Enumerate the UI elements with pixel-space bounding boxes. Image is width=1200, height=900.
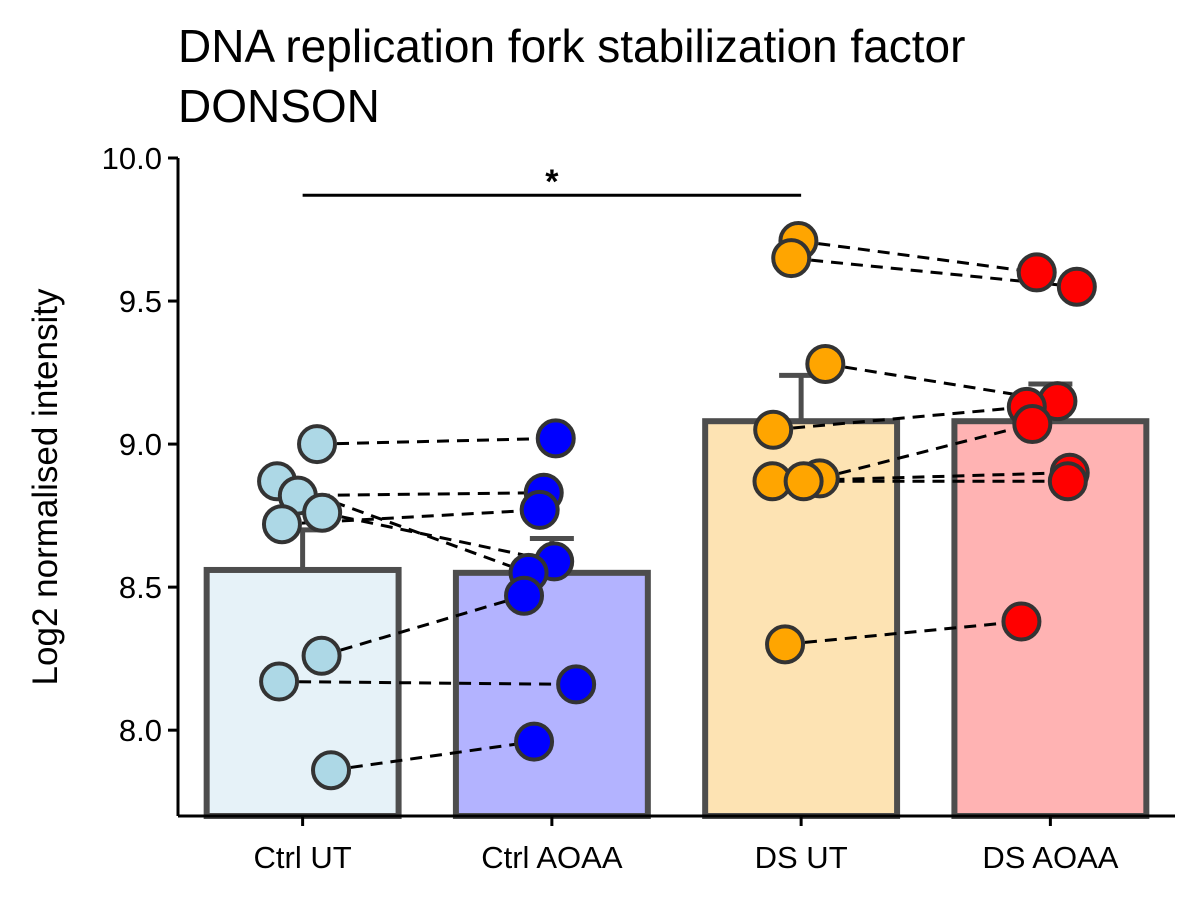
data-point: [1056, 266, 1097, 307]
data-point: [1001, 601, 1042, 642]
y-tick-label: 9.5: [119, 284, 162, 319]
data-point: [753, 409, 794, 450]
pair-line: [791, 256, 1077, 289]
data-point: [311, 750, 352, 791]
y-tick-label: 10.0: [102, 141, 162, 176]
data-point: [302, 492, 343, 533]
x-tick-label: DS AOAA: [982, 840, 1118, 875]
pair-line: [773, 405, 1027, 432]
data-point: [1016, 252, 1057, 293]
data-point: [535, 418, 576, 459]
x-tick-label: DS UT: [755, 840, 848, 875]
data-point: [783, 461, 824, 502]
pair-line: [798, 239, 1037, 274]
x-tick-label: Ctrl UT: [254, 840, 352, 875]
data-point: [261, 504, 302, 545]
significance-label: *: [545, 163, 559, 201]
data-point: [1047, 461, 1088, 502]
y-tick-label: 8.0: [119, 713, 162, 748]
axes-layer: 8.0 8.5 9.0 9.5 10.0 Ctrl UT Ctrl AOAA DS UT DS …: [102, 141, 1175, 875]
bar-ctrl-ut: [203, 566, 402, 819]
data-point: [301, 635, 342, 676]
data-point: [519, 489, 560, 530]
data-point: [514, 721, 555, 762]
data-point: [771, 238, 812, 279]
pair-line: [819, 422, 1033, 480]
data-point: [805, 343, 846, 384]
pair-line: [321, 511, 555, 563]
data-point: [259, 661, 300, 702]
points-layer: [257, 220, 1097, 791]
chart-title-line-1: DNA replication fork stabilization facto…: [178, 20, 965, 72]
data-point: [297, 424, 338, 465]
bar-ctrl-aoaa: [452, 569, 651, 820]
pair-line: [297, 491, 544, 498]
data-point: [765, 624, 806, 665]
pair-line: [330, 740, 535, 772]
pair-line: [316, 436, 556, 446]
data-point: [556, 664, 597, 705]
bars-layer: [203, 372, 1150, 820]
chart-title-line-2: DONSON: [178, 80, 380, 132]
data-point: [504, 575, 545, 616]
y-tick-label: 8.5: [119, 570, 162, 605]
y-axis-label: Log2 normalised intensity: [26, 288, 65, 685]
data-point: [1012, 404, 1053, 445]
pair-line: [321, 594, 525, 658]
x-tick-label: Ctrl AOAA: [481, 840, 623, 875]
paired-lines-layer: [276, 239, 1077, 772]
significance-layer: *: [302, 163, 802, 201]
pair-line: [279, 680, 577, 686]
y-tick-label: 9.0: [119, 427, 162, 462]
